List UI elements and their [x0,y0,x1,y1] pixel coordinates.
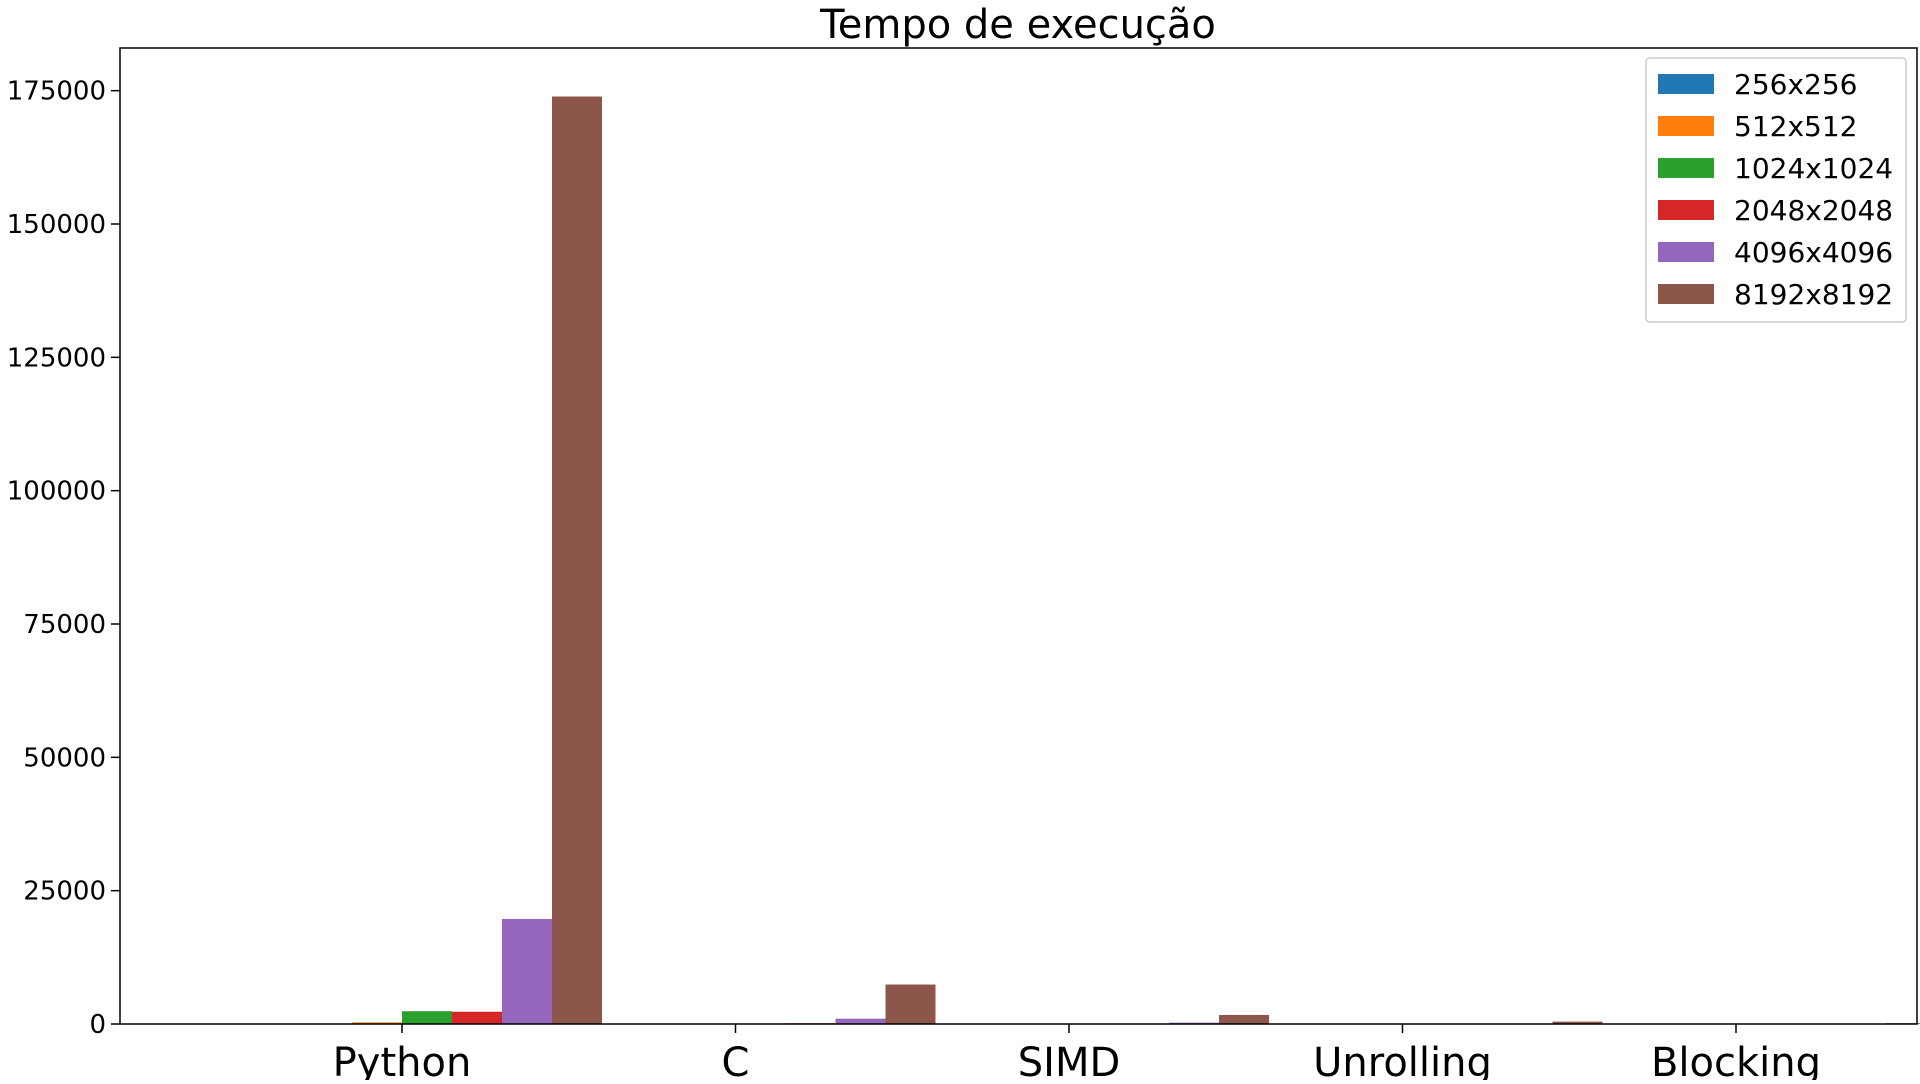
legend-label: 1024x1024 [1734,152,1893,185]
chart-title: Tempo de execução [819,2,1216,48]
bar-python-1024x1024 [402,1011,452,1024]
x-tick-label-python: Python [333,1040,472,1080]
x-tick-label-blocking: Blocking [1651,1040,1821,1080]
bar-python-4096x4096 [502,919,552,1024]
legend: 256x256 512x512 1024x1024 2048x2048 4096x409… [1646,58,1906,322]
x-axis: Python C SIMD Unrolling Blocking [333,1024,1821,1080]
x-tick-label-simd: SIMD [1018,1040,1121,1080]
legend-label: 256x256 [1734,68,1857,101]
y-tick-label: 75000 [23,610,106,640]
y-tick-label: 50000 [23,743,106,773]
legend-swatch [1658,158,1714,178]
legend-label: 512x512 [1734,110,1857,143]
legend-label: 8192x8192 [1734,278,1893,311]
legend-swatch [1658,284,1714,304]
x-tick-label-c: C [722,1040,750,1080]
y-tick-label: 175000 [7,77,106,107]
bar-simd-8192x8192 [1219,1015,1269,1024]
legend-swatch [1658,200,1714,220]
legend-swatch [1658,242,1714,262]
x-tick-label-unrolling: Unrolling [1313,1040,1492,1080]
y-tick-label: 25000 [23,877,106,907]
legend-swatch [1658,116,1714,136]
y-tick-label: 150000 [7,210,106,240]
bar-python-8192x8192 [552,97,602,1024]
bar-python-2048x2048 [452,1012,502,1024]
y-axis: 0 25000 50000 75000 100000 125000 150000 175000 [7,77,120,1040]
y-tick-label: 125000 [7,343,106,373]
legend-label: 4096x4096 [1734,236,1893,269]
legend-swatch [1658,74,1714,94]
y-tick-label: 0 [89,1010,106,1040]
bar-c-8192x8192 [886,985,936,1024]
bar-c-4096x4096 [836,1019,886,1024]
y-tick-label: 100000 [7,477,106,507]
legend-label: 2048x2048 [1734,194,1893,227]
